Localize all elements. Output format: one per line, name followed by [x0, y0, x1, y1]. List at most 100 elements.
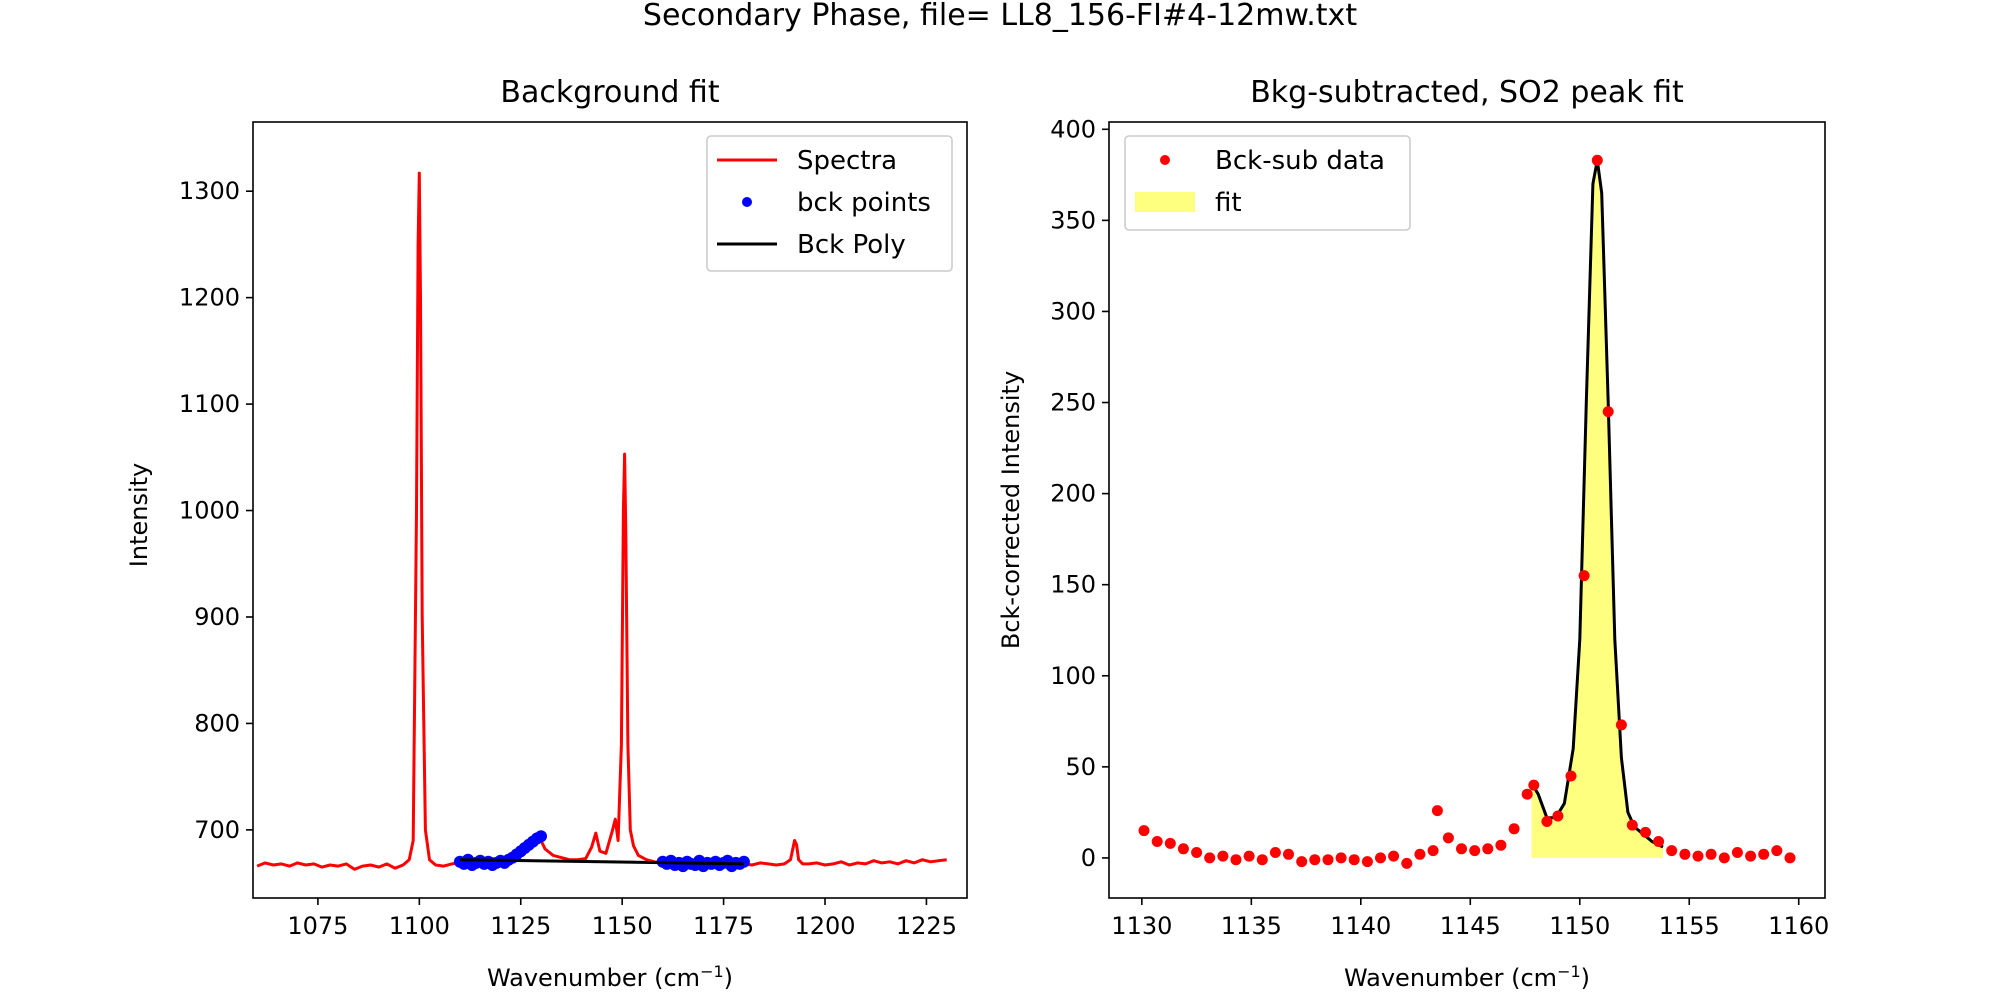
- y-tick-label: 1100: [179, 390, 240, 418]
- spectra-series-line: [256, 171, 947, 871]
- y-tick-label: 1000: [179, 497, 240, 525]
- bck-points-point: [737, 855, 750, 868]
- bck-sub-data-point: [1335, 852, 1347, 864]
- legend-bck-sub-data-swatch: [1160, 155, 1170, 165]
- bck-sub-data-point: [1666, 845, 1678, 857]
- y-tick-label: 900: [194, 603, 240, 631]
- legend-bck-poly-label: Bck Poly: [797, 230, 906, 260]
- bck-sub-data-point: [1256, 854, 1268, 866]
- bck-sub-data-point: [1151, 836, 1163, 847]
- legend-spectra-label: Spectra: [797, 146, 897, 176]
- y-tick-label: 200: [1050, 480, 1096, 508]
- y-tick-label: 100: [1050, 662, 1096, 690]
- bck-sub-data-point: [1361, 856, 1373, 868]
- x-tick-label: 1135: [1221, 912, 1282, 940]
- bck-sub-data-point: [1615, 719, 1627, 731]
- bck-sub-data-point: [1456, 843, 1467, 855]
- background-fit-x-axis-label: Wavenumber (cm−1): [487, 962, 733, 993]
- bck-sub-data-point: [1243, 850, 1255, 862]
- bck-sub-data-point: [1164, 837, 1176, 849]
- bck-sub-data-point: [1679, 848, 1691, 860]
- y-tick-label: 400: [1050, 115, 1096, 143]
- bck-sub-data-point: [1191, 847, 1203, 858]
- so2-peak-fit-title: Bkg-subtracted, SO2 peak fit: [1250, 75, 1684, 110]
- bck-sub-data-point: [1431, 805, 1443, 817]
- so2-peak-fit-x-axis-label: Wavenumber (cm−1): [1344, 962, 1590, 993]
- y-tick-label: 300: [1050, 297, 1096, 325]
- y-tick-label: 1300: [179, 177, 240, 205]
- legend-box: [1124, 135, 1411, 231]
- x-tick-label: 1140: [1330, 912, 1391, 940]
- x-tick-label: 1200: [794, 912, 855, 940]
- bck-sub-data-point: [1602, 406, 1614, 418]
- bck-sub-data-point: [1692, 850, 1704, 862]
- bck-sub-data-point: [1482, 843, 1494, 855]
- bck-sub-data-point: [1177, 843, 1189, 855]
- bck-sub-data-point: [1283, 848, 1294, 860]
- background-fit-plot-area: [256, 171, 947, 873]
- y-tick-label: 0: [1081, 844, 1096, 872]
- background-fit-title: Background fit: [500, 75, 719, 110]
- x-tick-label: 1130: [1111, 912, 1172, 940]
- y-tick-label: 1200: [179, 284, 240, 312]
- bck-sub-data-point: [1401, 857, 1413, 869]
- legend-bck-sub-data-label: Bck-sub data: [1215, 146, 1385, 176]
- x-tick-label: 1145: [1440, 912, 1501, 940]
- bck-sub-data-point: [1495, 839, 1507, 851]
- x-tick-label: 1150: [1549, 912, 1610, 940]
- bck-sub-data-point: [1565, 770, 1577, 782]
- y-tick-label: 700: [194, 816, 240, 844]
- x-tick-label: 1155: [1659, 912, 1720, 940]
- bck-sub-data-point: [1217, 850, 1229, 862]
- bck-sub-data-point: [1552, 810, 1564, 822]
- bck-sub-data-point: [1626, 819, 1638, 831]
- bck-sub-data-point: [1296, 856, 1308, 868]
- fit-area: [1531, 160, 1663, 858]
- bck-sub-data-point: [1442, 832, 1454, 844]
- background-fit-y-axis-label: Intensity: [125, 463, 153, 567]
- bck-sub-data-point: [1578, 570, 1590, 582]
- bck-sub-data-point: [1745, 850, 1757, 862]
- bck-sub-data-point: [1427, 845, 1439, 857]
- bck-sub-data-point: [1591, 154, 1603, 166]
- bck-sub-data-point: [1348, 854, 1360, 866]
- bck-sub-data-point: [1322, 854, 1334, 866]
- bck-sub-data-point: [1771, 845, 1783, 857]
- y-tick-label: 800: [194, 709, 240, 737]
- x-tick-label: 1100: [389, 912, 450, 940]
- so2-peak-fit-axes-frame: [1108, 121, 1826, 899]
- bck-sub-data-point: [1508, 823, 1520, 835]
- bck-sub-data-point: [1718, 852, 1730, 864]
- bck-poly-series-line: [459, 858, 744, 866]
- y-tick-label: 150: [1050, 571, 1096, 599]
- bck-sub-data-point: [1469, 845, 1481, 857]
- bck-sub-data-point: [1528, 779, 1540, 791]
- bck-sub-data-point: [1204, 852, 1216, 864]
- bck-sub-data-point: [1309, 854, 1321, 866]
- background-fit-legend: Spectra bck points Bck Poly: [706, 135, 953, 272]
- bck-sub-data-point: [1138, 825, 1150, 837]
- legend-bck-points-label: bck points: [797, 188, 931, 218]
- y-tick-label: 250: [1050, 389, 1096, 417]
- bck-sub-data-point: [1705, 848, 1717, 860]
- legend-bck-points-swatch: [742, 197, 752, 207]
- x-tick-label: 1125: [490, 912, 551, 940]
- bck-sub-data-point: [1230, 854, 1242, 866]
- so2-peak-fit-plot-area: [1138, 154, 1796, 869]
- x-tick-label: 1075: [287, 912, 348, 940]
- bck-sub-data-point: [1375, 852, 1386, 864]
- legend-box: [706, 135, 953, 272]
- bck-sub-data-point: [1653, 836, 1665, 847]
- figure-title: Secondary Phase, file= LL8_156-FI#4-12mw…: [643, 0, 1357, 33]
- bck-sub-data-point: [1758, 848, 1770, 860]
- x-tick-label: 1160: [1768, 912, 1829, 940]
- so2-peak-fit-legend: Bck-sub data fit: [1124, 135, 1411, 231]
- so2-peak-fit-y-axis-label: Bck-corrected Intensity: [997, 371, 1025, 649]
- x-tick-label: 1150: [592, 912, 653, 940]
- x-tick-label: 1225: [896, 912, 957, 940]
- bck-sub-data-point: [1414, 848, 1426, 860]
- so2-peak-fit-ticks: 1130 1135 1140 1145 1150 1155 1160 0 50 100 150 200…: [1050, 115, 1829, 940]
- so2-peak-fit-panel: Bkg-subtracted, SO2 peak fit 1130 1135 114…: [997, 75, 1829, 992]
